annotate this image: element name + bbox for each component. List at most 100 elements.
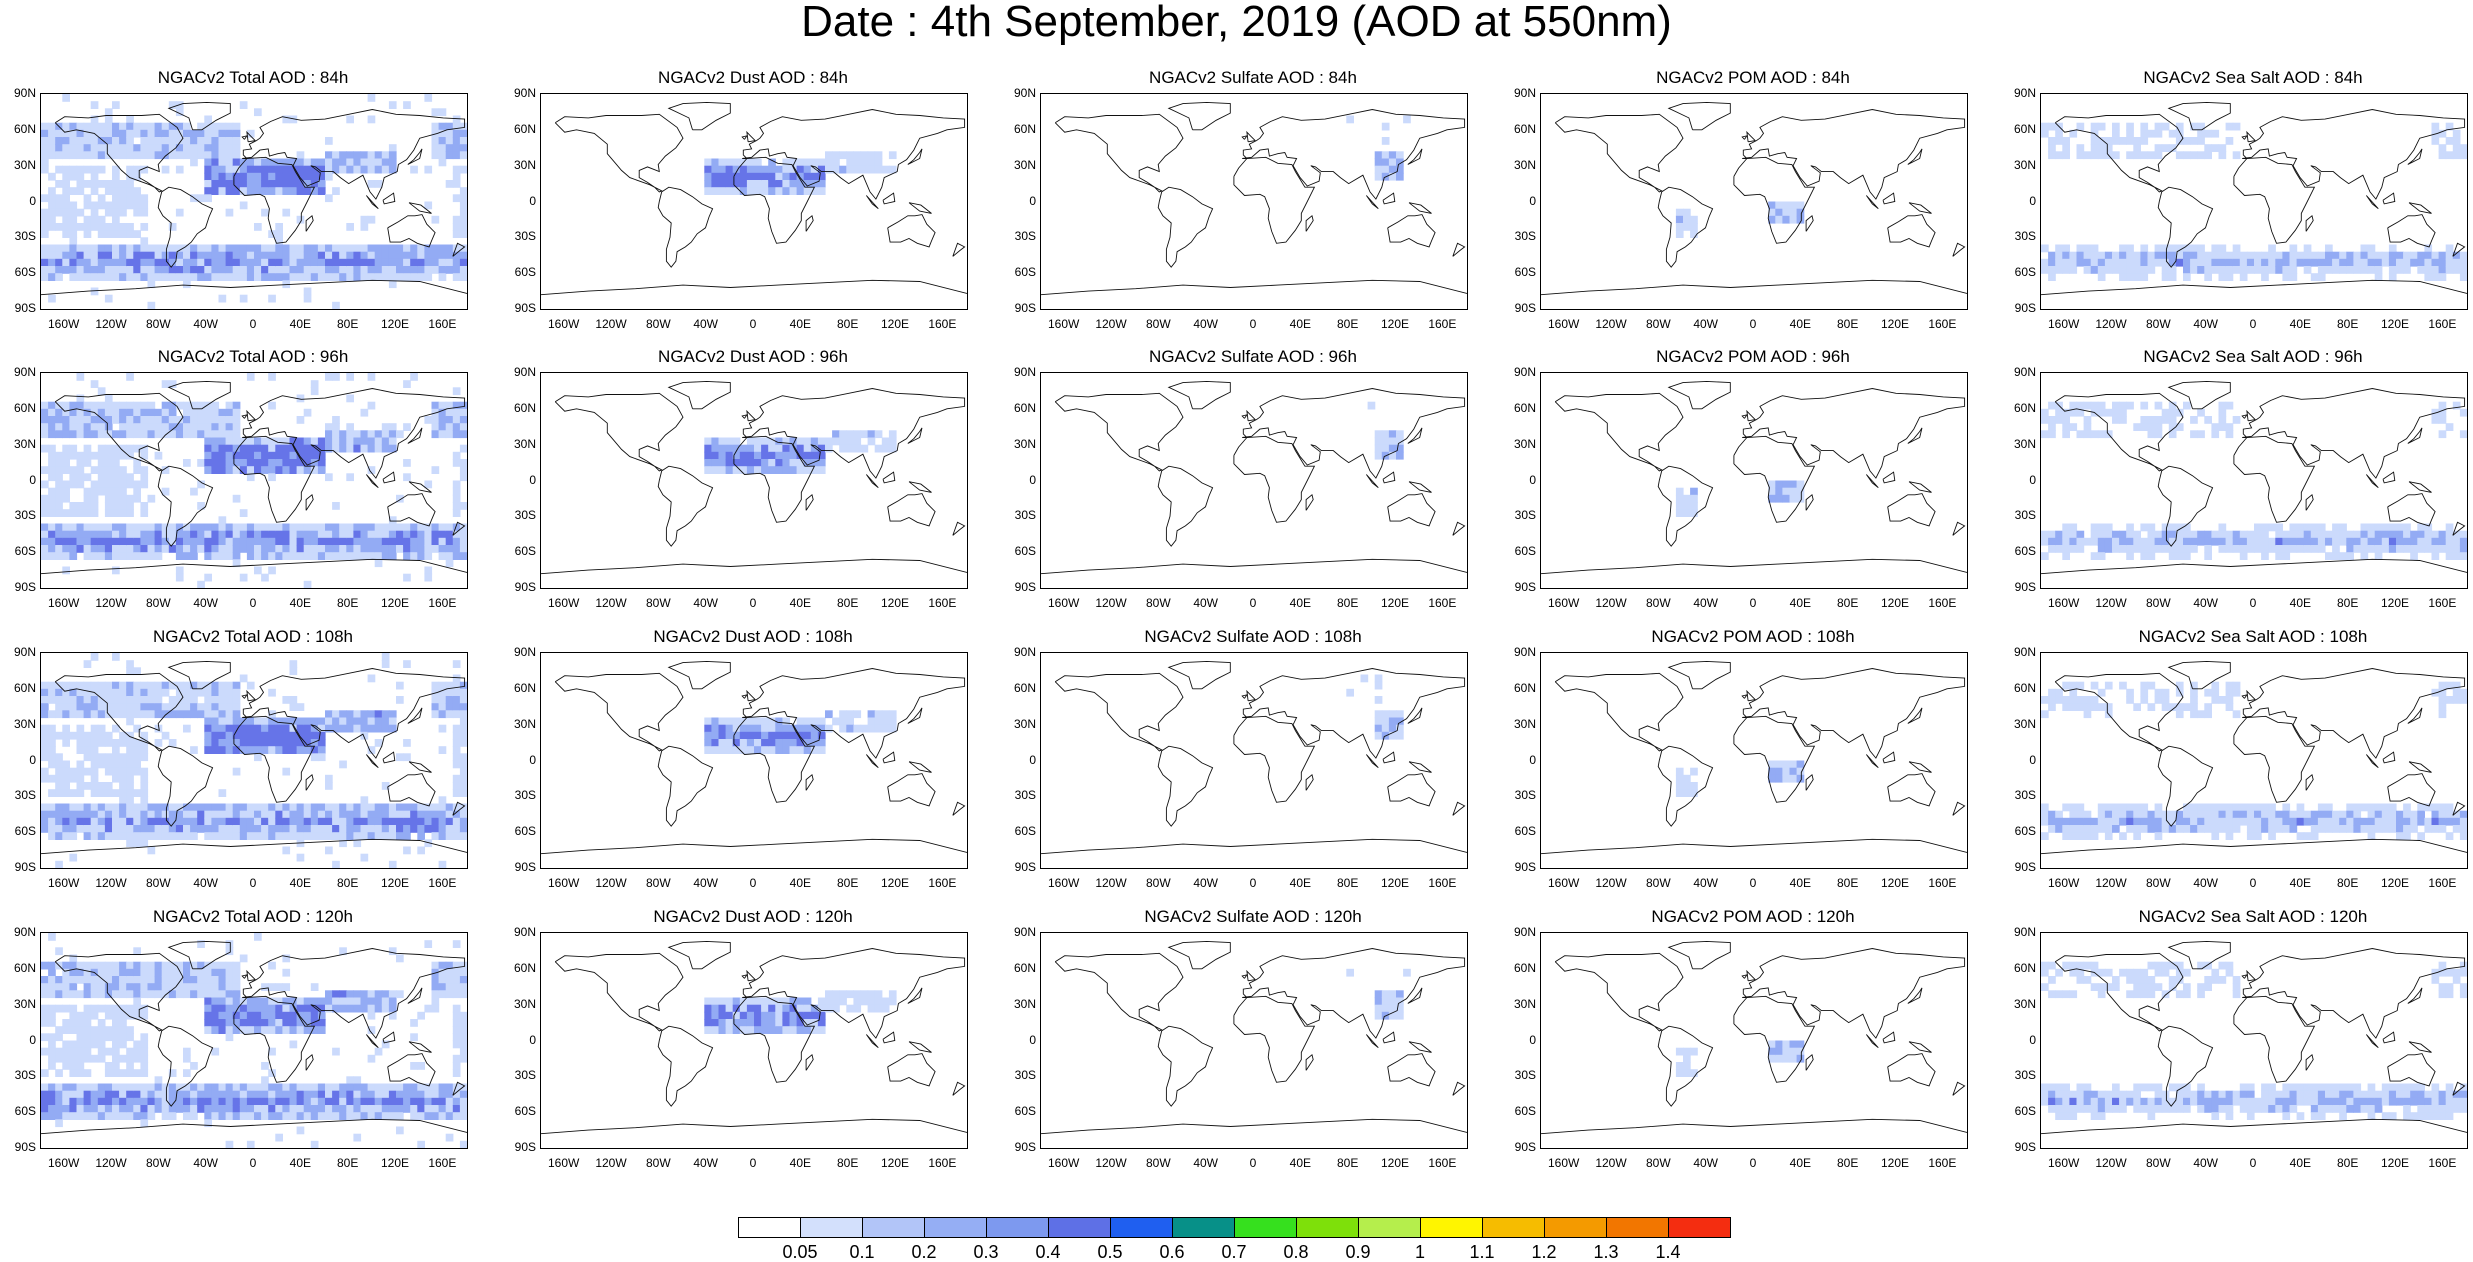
aod-cell bbox=[439, 1112, 447, 1120]
aod-cell bbox=[790, 732, 798, 740]
aod-cell bbox=[204, 983, 212, 991]
aod-cell bbox=[2190, 818, 2198, 826]
aod-cell bbox=[2084, 266, 2092, 274]
coastline bbox=[1541, 280, 1967, 294]
aod-cell bbox=[197, 502, 205, 510]
aod-cell bbox=[2091, 524, 2099, 532]
aod-cell bbox=[2062, 252, 2070, 260]
aod-cell bbox=[219, 452, 227, 460]
aod-cell bbox=[2190, 538, 2198, 546]
aod-cell bbox=[1382, 137, 1390, 145]
aod-cell bbox=[2155, 144, 2163, 152]
coastline bbox=[1453, 243, 1465, 256]
aod-cell bbox=[84, 1084, 92, 1092]
lat-label: 90S bbox=[2006, 860, 2036, 874]
aod-cell bbox=[389, 718, 397, 726]
aod-cell bbox=[126, 1026, 134, 1034]
aod-cell bbox=[261, 725, 269, 733]
aod-cell bbox=[133, 753, 141, 761]
aod-cell bbox=[375, 245, 383, 253]
panel-title: NGACv2 POM AOD : 96h bbox=[1540, 347, 1966, 367]
aod-cell bbox=[453, 818, 461, 826]
coastline bbox=[1247, 411, 1255, 421]
lat-label: 90S bbox=[6, 860, 36, 874]
aod-cell bbox=[297, 1091, 305, 1099]
aod-cell bbox=[48, 209, 56, 217]
aod-cell bbox=[77, 180, 85, 188]
aod-cell bbox=[311, 732, 319, 740]
aod-cell bbox=[2318, 259, 2326, 267]
lon-label: 160E bbox=[1917, 876, 1967, 890]
aod-cell bbox=[126, 194, 134, 202]
aod-cell bbox=[190, 832, 198, 840]
aod-cell bbox=[240, 524, 248, 532]
aod-cell bbox=[2439, 130, 2447, 138]
aod-cell bbox=[297, 416, 305, 424]
aod-cell bbox=[254, 746, 262, 754]
aod-cell bbox=[290, 1098, 298, 1106]
aod-cell bbox=[2069, 818, 2077, 826]
lon-label: 160W bbox=[2039, 876, 2089, 890]
aod-cell bbox=[226, 962, 234, 970]
aod-cell bbox=[62, 732, 70, 740]
aod-cell bbox=[304, 524, 312, 532]
aod-cell bbox=[353, 1105, 361, 1113]
aod-cell bbox=[754, 438, 762, 446]
aod-cell bbox=[1790, 216, 1798, 224]
coastline bbox=[908, 149, 922, 165]
aod-cell bbox=[112, 753, 120, 761]
aod-cell bbox=[211, 983, 219, 991]
aod-cell bbox=[297, 524, 305, 532]
aod-cell bbox=[2048, 144, 2056, 152]
aod-cell bbox=[133, 804, 141, 812]
aod-cell bbox=[453, 387, 461, 395]
coastline bbox=[1055, 393, 1183, 471]
aod-cell bbox=[1790, 495, 1798, 503]
coastline bbox=[909, 762, 932, 773]
map-area bbox=[2040, 372, 2468, 589]
aod-cell bbox=[811, 438, 819, 446]
aod-cell bbox=[233, 273, 241, 281]
lon-label: 40W bbox=[1681, 596, 1731, 610]
aod-cell bbox=[77, 990, 85, 998]
aod-cell bbox=[48, 725, 56, 733]
aod-cell bbox=[2325, 818, 2333, 826]
aod-cell bbox=[711, 187, 719, 195]
aod-cell bbox=[460, 775, 467, 783]
aod-cell bbox=[55, 1069, 63, 1077]
aod-cell bbox=[2290, 531, 2298, 539]
lon-label: 120W bbox=[86, 596, 136, 610]
aod-cell bbox=[2368, 804, 2376, 812]
aod-cell bbox=[2162, 545, 2170, 553]
aod-cell bbox=[2361, 252, 2369, 260]
aod-cell bbox=[325, 710, 333, 718]
aod-cell bbox=[55, 538, 63, 546]
aod-cell bbox=[240, 1098, 248, 1106]
aod-cell bbox=[375, 259, 383, 267]
aod-cell bbox=[311, 804, 319, 812]
aod-cell bbox=[282, 725, 290, 733]
coastline bbox=[2242, 110, 2464, 200]
aod-cell bbox=[190, 409, 198, 417]
aod-cell bbox=[304, 266, 312, 274]
lat-label: 90S bbox=[6, 580, 36, 594]
aod-cell bbox=[889, 710, 897, 718]
aod-cell bbox=[332, 552, 340, 560]
aod-cell bbox=[226, 466, 234, 474]
aod-cell bbox=[254, 1091, 262, 1099]
aod-cell bbox=[361, 159, 369, 167]
lon-label: 120E bbox=[370, 317, 420, 331]
aod-cell bbox=[91, 653, 99, 661]
aod-cell bbox=[368, 1005, 376, 1013]
aod-cell bbox=[446, 423, 454, 431]
aod-cell bbox=[62, 166, 70, 174]
aod-cell bbox=[105, 962, 113, 970]
aod-cell bbox=[2183, 818, 2191, 826]
aod-cell bbox=[41, 538, 49, 546]
aod-cell bbox=[204, 151, 212, 159]
aod-cell bbox=[197, 137, 205, 145]
aod-cell bbox=[62, 266, 70, 274]
aod-cell bbox=[325, 266, 333, 274]
aod-cell bbox=[2190, 430, 2198, 438]
